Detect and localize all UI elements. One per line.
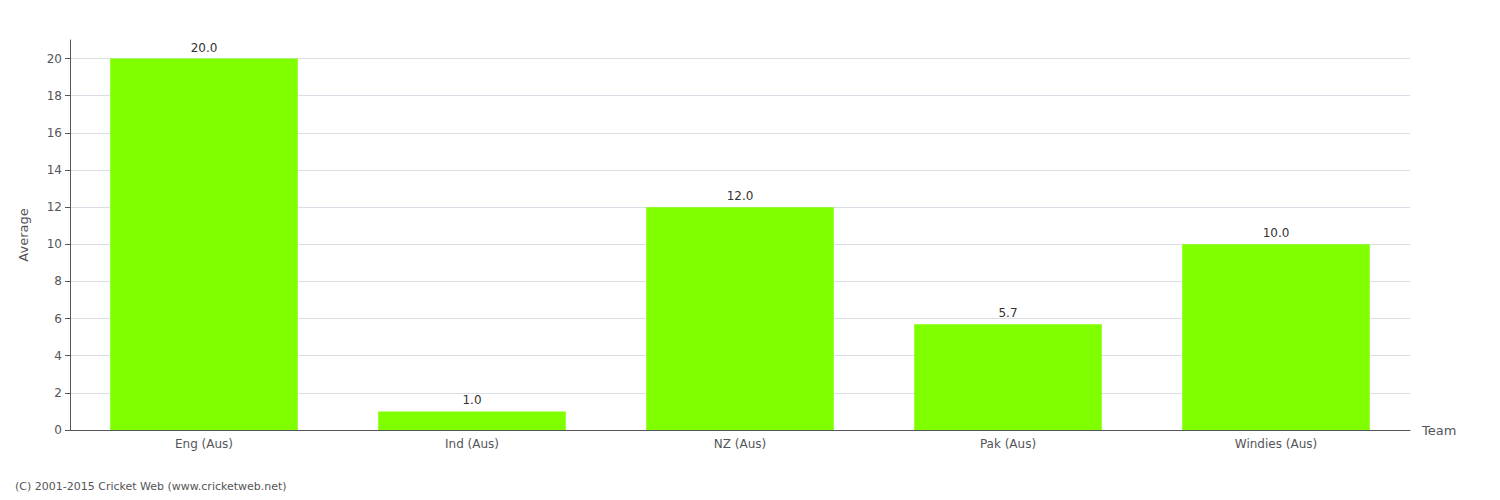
svg-text:Ind (Aus): Ind (Aus) — [445, 437, 499, 451]
svg-text:20.0: 20.0 — [191, 41, 218, 55]
svg-text:8: 8 — [54, 274, 62, 288]
svg-text:14: 14 — [47, 163, 62, 177]
svg-text:(C) 2001-2015 Cricket Web (www: (C) 2001-2015 Cricket Web (www.cricketwe… — [15, 480, 287, 493]
svg-text:18: 18 — [47, 89, 62, 103]
svg-text:12: 12 — [47, 200, 62, 214]
svg-text:5.7: 5.7 — [998, 306, 1017, 320]
svg-text:2: 2 — [54, 386, 62, 400]
svg-text:10: 10 — [47, 237, 62, 251]
svg-text:Eng (Aus): Eng (Aus) — [175, 437, 233, 451]
svg-text:1.0: 1.0 — [462, 393, 481, 407]
svg-text:Pak (Aus): Pak (Aus) — [980, 437, 1036, 451]
svg-text:4: 4 — [54, 349, 62, 363]
svg-text:12.0: 12.0 — [727, 189, 754, 203]
svg-text:16: 16 — [47, 126, 62, 140]
svg-text:NZ (Aus): NZ (Aus) — [714, 437, 766, 451]
svg-text:0: 0 — [54, 423, 62, 437]
svg-text:Average: Average — [16, 208, 31, 261]
svg-text:Team: Team — [1421, 423, 1456, 438]
svg-text:Windies (Aus): Windies (Aus) — [1235, 437, 1317, 451]
svg-text:6: 6 — [54, 312, 62, 326]
svg-text:10.0: 10.0 — [1263, 226, 1290, 240]
svg-text:20: 20 — [47, 52, 62, 66]
